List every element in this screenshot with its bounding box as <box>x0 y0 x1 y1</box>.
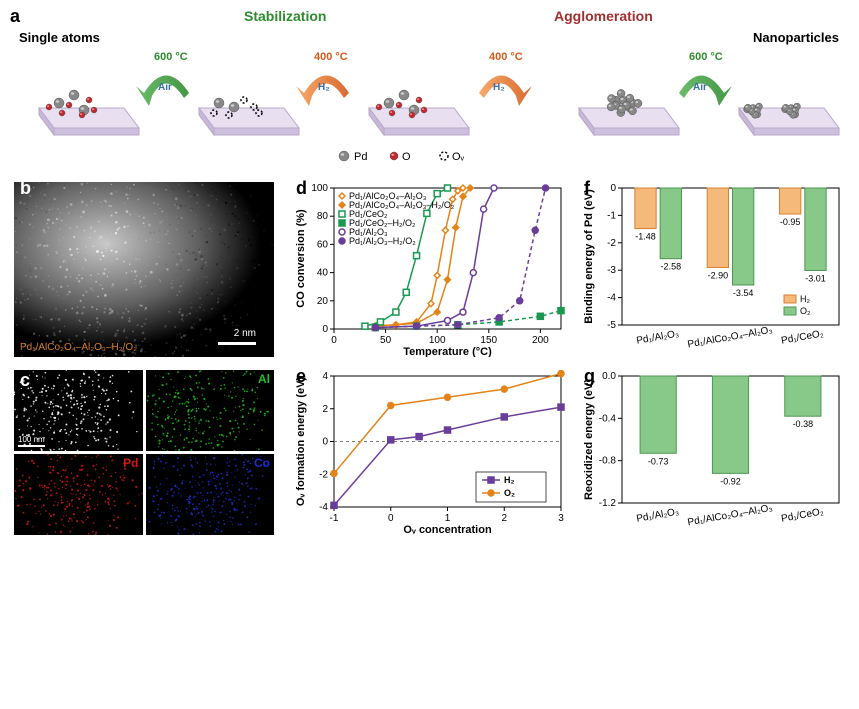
eds-map: 100 nm <box>14 370 143 451</box>
stem-image: 2 nm Pd₁/AlCo₂O₄–Al₂O₃–H₂/O₂ <box>14 182 274 357</box>
svg-text:0: 0 <box>610 183 616 194</box>
svg-text:-3: -3 <box>607 265 616 276</box>
svg-text:-2.58: -2.58 <box>661 262 682 272</box>
svg-text:Pd₁/AlCo₂O₄–Al₂O₃: Pd₁/AlCo₂O₄–Al₂O₃ <box>687 503 774 529</box>
svg-text:0: 0 <box>388 513 394 524</box>
svg-text:1: 1 <box>445 513 451 524</box>
svg-text:40: 40 <box>317 268 329 279</box>
svg-text:20: 20 <box>317 296 329 307</box>
svg-text:H₂: H₂ <box>504 475 515 485</box>
svg-text:H₂: H₂ <box>493 82 505 93</box>
svg-text:Oᵥ concentration: Oᵥ concentration <box>403 524 492 535</box>
svg-text:3: 3 <box>558 513 564 524</box>
svg-text:Air: Air <box>693 82 707 93</box>
co-conversion-chart: 050100150200020406080100Temperature (°C)… <box>292 182 567 357</box>
svg-text:100: 100 <box>311 183 328 194</box>
eds-map: Co <box>146 454 275 535</box>
svg-text:400 °C: 400 °C <box>489 51 523 63</box>
svg-text:4: 4 <box>322 371 328 382</box>
svg-text:600 °C: 600 °C <box>154 51 188 63</box>
svg-text:-1: -1 <box>607 210 616 221</box>
panel-c-label: c <box>20 370 30 391</box>
svg-text:-2: -2 <box>319 469 328 480</box>
svg-text:60: 60 <box>317 239 329 250</box>
svg-text:Air: Air <box>158 82 172 93</box>
eds-tag: Al <box>258 372 270 386</box>
svg-text:0.0: 0.0 <box>602 371 616 382</box>
svg-text:Pd₁/CeO₂: Pd₁/CeO₂ <box>780 328 824 346</box>
svg-text:Pd₁/AlCo₂O₄–Al₂O₃: Pd₁/AlCo₂O₄–Al₂O₃ <box>687 325 774 351</box>
svg-text:80: 80 <box>317 211 329 222</box>
svg-text:CO conversion (%): CO conversion (%) <box>295 209 307 308</box>
binding-energy-chart: -5 -4 -3 -2 -1 0 Binding energy of Pd (eV) -1.4… <box>580 182 845 357</box>
svg-text:-4: -4 <box>607 293 616 304</box>
svg-text:Pd₁/Al₂O₃: Pd₁/Al₂O₃ <box>636 506 680 524</box>
svg-text:-0.38: -0.38 <box>793 419 814 429</box>
svg-text:Pd₁/Al₂O₃–H₂/O₂: Pd₁/Al₂O₃–H₂/O₂ <box>349 236 416 246</box>
svg-text:-5: -5 <box>607 320 616 331</box>
eds-maps: 100 nm Al Pd Co <box>14 370 274 535</box>
svg-text:O: O <box>402 151 411 163</box>
svg-text:H₂: H₂ <box>318 82 330 93</box>
svg-text:0: 0 <box>322 437 328 448</box>
svg-text:-0.8: -0.8 <box>599 456 617 467</box>
svg-text:50: 50 <box>380 335 392 346</box>
ov-formation-chart: -1 0 1 2 3 -4 -2 0 2 4 Oᵥ concentration Oᵥ formatio… <box>292 370 567 535</box>
svg-text:600 °C: 600 °C <box>689 51 723 63</box>
svg-text:Oᵥ formation energy (eV): Oᵥ formation energy (eV) <box>295 377 307 507</box>
svg-text:Pd₁/CeO₂: Pd₁/CeO₂ <box>780 506 824 524</box>
svg-text:Binding energy of Pd (eV): Binding energy of Pd (eV) <box>583 189 595 324</box>
eds-map: Al <box>146 370 275 451</box>
svg-text:-4: -4 <box>319 502 328 513</box>
eds-tag: Co <box>254 456 270 470</box>
svg-text:100: 100 <box>429 335 446 346</box>
svg-text:-3.54: -3.54 <box>733 288 754 298</box>
scale-bar <box>218 342 256 345</box>
svg-text:H₂: H₂ <box>800 294 810 304</box>
svg-text:O₂: O₂ <box>800 306 811 316</box>
svg-text:O₂: O₂ <box>504 488 515 498</box>
schematic-panel: Stabilization Agglomeration Single atoms… <box>14 8 844 168</box>
svg-text:-1: -1 <box>330 513 339 524</box>
svg-text:-2: -2 <box>607 238 616 249</box>
svg-text:Pd₁/Al₂O₃: Pd₁/Al₂O₃ <box>636 328 680 346</box>
svg-text:Oᵥ: Oᵥ <box>452 151 465 163</box>
svg-text:-3.01: -3.01 <box>805 273 826 283</box>
svg-text:Pd: Pd <box>354 151 367 163</box>
svg-text:200: 200 <box>532 335 549 346</box>
eds-scale: 100 nm <box>18 435 45 447</box>
svg-text:0: 0 <box>322 324 328 335</box>
reoxidized-chart: -1.2 -0.8 -0.4 0.0 Reoxidized energy (eV) -0.… <box>580 370 845 535</box>
svg-text:2: 2 <box>501 513 507 524</box>
panel-b-label: b <box>20 178 31 199</box>
svg-text:150: 150 <box>480 335 497 346</box>
svg-text:-2.90: -2.90 <box>708 270 729 280</box>
svg-text:2: 2 <box>322 404 328 415</box>
svg-text:-0.4: -0.4 <box>599 413 617 424</box>
scale-text: 2 nm <box>234 328 256 339</box>
schematic-svg: 600 °C Air 400 °C H₂ 400 °C H₂ 600 °C Air Pd O Oᵥ <box>14 8 844 168</box>
eds-tag: Pd <box>123 456 138 470</box>
svg-text:-0.95: -0.95 <box>780 217 801 227</box>
svg-text:0: 0 <box>331 335 337 346</box>
svg-text:Temperature (°C): Temperature (°C) <box>403 346 492 357</box>
svg-text:-0.73: -0.73 <box>648 456 669 466</box>
stem-caption: Pd₁/AlCo₂O₄–Al₂O₃–H₂/O₂ <box>20 342 137 353</box>
svg-text:-1.2: -1.2 <box>599 498 617 509</box>
svg-text:-1.48: -1.48 <box>635 232 656 242</box>
eds-map: Pd <box>14 454 143 535</box>
svg-text:-0.92: -0.92 <box>720 476 741 486</box>
svg-text:400 °C: 400 °C <box>314 51 348 63</box>
svg-text:Reoxidized energy (eV): Reoxidized energy (eV) <box>583 379 595 500</box>
